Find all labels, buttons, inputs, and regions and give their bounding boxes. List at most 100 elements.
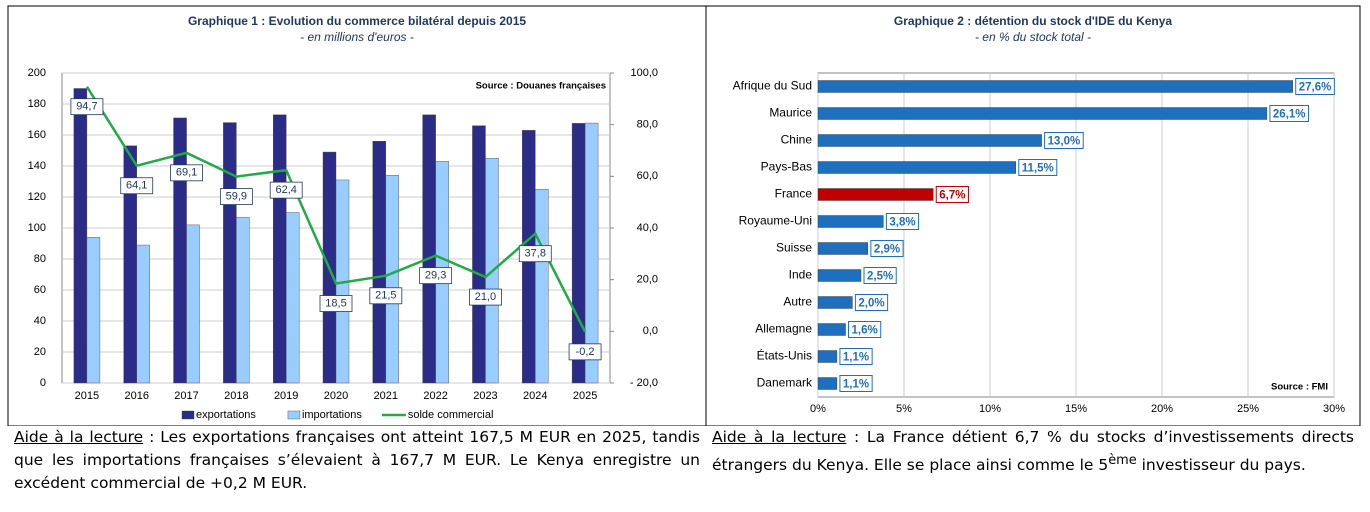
legend-label: exportations xyxy=(196,409,256,421)
caption-text: : Les exportations françaises ont attein… xyxy=(14,428,701,492)
y-tick-label: 60 xyxy=(34,284,46,296)
bar xyxy=(385,175,400,384)
y-tick-label: Pays-Bas xyxy=(761,160,812,174)
annotation: Source : Douanes françaises xyxy=(476,81,606,92)
x-tick-label: 2019 xyxy=(274,390,298,402)
data-label-box xyxy=(1269,105,1310,122)
x-tick-label: 15% xyxy=(1065,403,1087,415)
y-tick-label: 180 xyxy=(28,98,46,110)
data-label-box xyxy=(1295,78,1335,95)
bar xyxy=(817,134,1042,147)
x-tick-label: 2023 xyxy=(473,390,497,402)
x-tick-label: 2022 xyxy=(423,390,447,402)
charts: Graphique 1 : Evolution du commerce bila… xyxy=(7,5,1361,426)
line xyxy=(85,86,587,333)
y2-tick-label: 20,0 xyxy=(637,274,658,286)
y-tick-label: Inde xyxy=(789,268,813,282)
data-label: 3,8% xyxy=(889,217,915,229)
bar xyxy=(186,224,200,384)
bar xyxy=(584,122,599,384)
x-tick-label: 5% xyxy=(896,403,912,415)
y-tick-label: 200 xyxy=(28,67,46,79)
caption-sup: ème xyxy=(1108,453,1137,468)
bar xyxy=(817,350,838,363)
bar xyxy=(272,114,287,384)
legend-swatch xyxy=(287,410,301,420)
chart-subtitle: - en % du stock total - xyxy=(975,30,1091,44)
data-label: 18,5 xyxy=(325,297,346,309)
data-label: 1,1% xyxy=(843,379,869,391)
y-tick-label: Maurice xyxy=(769,106,812,120)
bar xyxy=(817,269,862,282)
bar xyxy=(817,296,853,309)
data-label-box xyxy=(839,375,873,392)
data-label-box xyxy=(863,267,897,284)
bar xyxy=(86,237,101,384)
x-tick-label: 10% xyxy=(979,403,1001,415)
bar xyxy=(136,244,150,384)
x-tick-label: 2015 xyxy=(75,390,99,402)
data-label: 62,4 xyxy=(275,184,296,196)
data-label: 2,9% xyxy=(874,244,900,256)
data-label-box xyxy=(848,321,882,338)
y2-tick-label: - 20,0 xyxy=(630,377,658,389)
panel-border xyxy=(705,5,1361,426)
y2-tick-label: 100,0 xyxy=(630,67,658,79)
data-label-box xyxy=(170,164,203,182)
x-tick-label: 2018 xyxy=(224,390,248,402)
y-tick-label: 0 xyxy=(40,377,46,389)
data-label-box xyxy=(870,240,904,257)
y-tick-label: Suisse xyxy=(776,241,812,255)
y-tick-label: France xyxy=(775,187,813,201)
y-tick-label: Chine xyxy=(781,133,813,147)
bar xyxy=(817,188,934,201)
data-label: 11,5% xyxy=(1022,163,1054,175)
x-tick-label: 2025 xyxy=(573,390,597,402)
bar xyxy=(817,107,1268,120)
legend-label: solde commercial xyxy=(408,409,494,421)
data-label-box xyxy=(839,348,873,365)
y2-tick-label: 40,0 xyxy=(637,222,658,234)
data-label-box xyxy=(1018,159,1058,176)
bar xyxy=(817,215,884,228)
x-tick-label: 0% xyxy=(810,403,826,415)
data-label: 69,1 xyxy=(176,167,197,179)
data-label-box xyxy=(120,177,154,195)
data-label: -0,2 xyxy=(576,346,595,358)
data-label-box xyxy=(419,267,453,285)
caption-text: investisseur du pays. xyxy=(1136,456,1306,475)
data-label: 2,0% xyxy=(858,298,884,310)
y-tick-label: 20 xyxy=(34,346,46,358)
caption: Aide à la lecture : La France détient 6,… xyxy=(706,426,1360,512)
y-tick-label: Royaume-Uni xyxy=(739,214,812,228)
data-label-box xyxy=(854,294,889,311)
bar xyxy=(173,117,187,384)
y-tick-label: Autre xyxy=(783,295,812,309)
legend-swatch xyxy=(181,410,195,420)
data-label: 94,7 xyxy=(76,101,97,113)
data-label: 1,1% xyxy=(843,352,869,364)
data-label: 1,6% xyxy=(852,325,878,337)
y2-tick-label: 0,0 xyxy=(643,325,658,337)
bar xyxy=(817,161,1017,174)
bar xyxy=(422,114,436,384)
y-tick-label: 120 xyxy=(28,191,46,203)
x-tick-label: 2017 xyxy=(174,390,198,402)
bar xyxy=(535,189,549,384)
data-label-box xyxy=(935,186,969,203)
data-label-box xyxy=(70,98,104,116)
data-label: 2,5% xyxy=(867,271,893,283)
y-tick-label: Allemagne xyxy=(755,322,812,336)
data-label-box xyxy=(219,188,253,205)
bar xyxy=(73,88,88,384)
y-tick-label: 140 xyxy=(28,160,46,172)
y-tick-label: 160 xyxy=(28,129,46,141)
legend-label: importations xyxy=(302,409,362,421)
chart-subtitle: - en millions d'euros - xyxy=(300,30,414,44)
data-label: 59,9 xyxy=(226,190,247,202)
x-tick-label: 25% xyxy=(1237,403,1259,415)
data-label-box xyxy=(885,213,920,230)
chart-title: Graphique 2 : détention du stock d'IDE d… xyxy=(894,14,1173,28)
y-tick-label: Afrique du Sud xyxy=(733,79,812,93)
